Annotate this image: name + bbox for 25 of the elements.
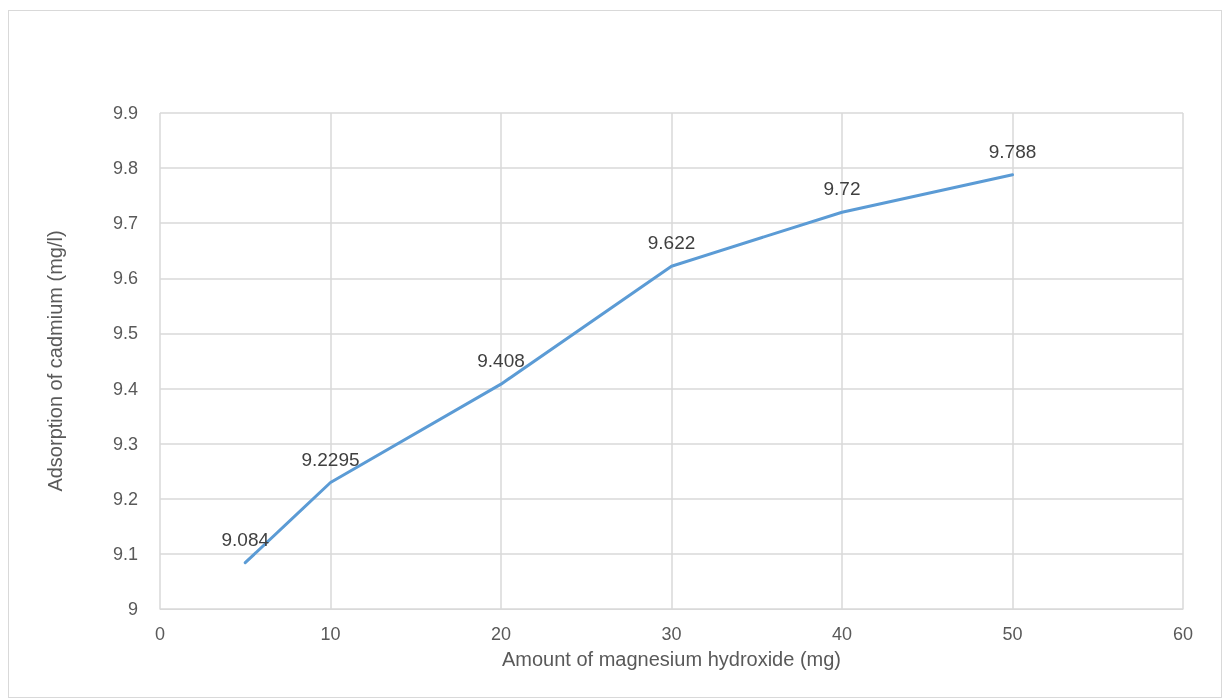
y-tick-label: 9.7: [112, 213, 138, 234]
x-tick-label: 30: [661, 624, 682, 644]
x-tick-label: 0: [154, 624, 166, 644]
x-tick-label: 40: [831, 624, 853, 644]
y-tick-label: 9.9: [112, 103, 138, 123]
y-tick-label: 9.1: [112, 543, 138, 564]
y-axis-title: Adsorption of cadmium (mg/l): [44, 230, 66, 492]
data-label: 9.788: [988, 140, 1037, 162]
data-label: 9.2295: [301, 448, 360, 470]
x-tick-label: 10: [320, 624, 341, 644]
x-tick-label: 50: [1002, 624, 1023, 644]
y-tick-label: 9.5: [112, 323, 138, 344]
x-tick-label: 60: [1172, 624, 1194, 644]
data-label: 9.084: [221, 528, 270, 550]
data-label: 9.622: [647, 232, 696, 254]
y-tick-label: 9.3: [112, 433, 138, 454]
y-tick-label: 9.8: [112, 158, 138, 179]
data-label: 9.72: [823, 178, 861, 200]
y-tick-label: 9: [127, 599, 138, 619]
x-axis-title: Amount of magnesium hydroxide (mg): [501, 648, 842, 670]
y-tick-label: 9.2: [112, 488, 138, 509]
x-tick-label: 20: [490, 624, 512, 644]
y-tick-label: 9.4: [112, 378, 138, 399]
data-label: 9.408: [477, 350, 525, 372]
y-tick-label: 9.6: [112, 268, 138, 289]
